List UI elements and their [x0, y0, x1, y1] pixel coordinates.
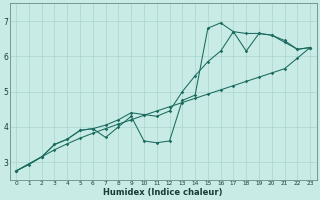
X-axis label: Humidex (Indice chaleur): Humidex (Indice chaleur) — [103, 188, 223, 197]
